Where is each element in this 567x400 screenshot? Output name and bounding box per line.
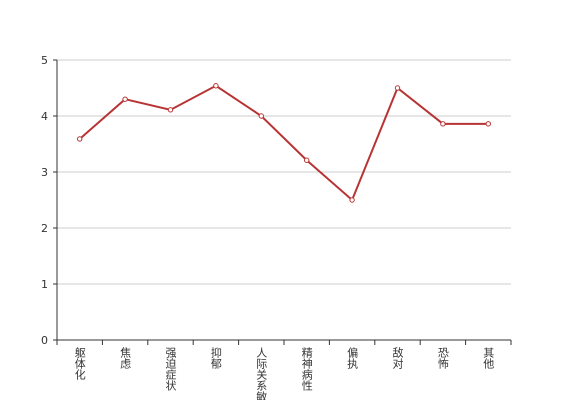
- point: [213, 83, 219, 89]
- y-tick-label: 0: [41, 334, 48, 347]
- x-tick-label: 恐怖: [436, 347, 449, 369]
- point: [122, 96, 128, 102]
- point: [304, 157, 310, 163]
- x-tick-label: 抑郁: [209, 346, 222, 369]
- x-tick-label: 精神病性: [300, 347, 313, 392]
- x-tick-label: 人际关系敏感: [255, 347, 268, 400]
- y-tick-label: 4: [41, 110, 48, 123]
- y-tick-label: 3: [41, 166, 48, 179]
- point: [485, 121, 491, 127]
- point: [258, 113, 264, 119]
- y-tick-label: 1: [41, 278, 48, 291]
- x-tick-label: 敌对: [391, 346, 404, 369]
- line: [79, 84, 489, 202]
- point: [77, 136, 83, 142]
- x-tick-label: 焦虑: [119, 347, 132, 369]
- x-tick-label: 其他: [482, 347, 495, 369]
- point: [349, 197, 355, 203]
- x-tick-label: 强迫症状: [164, 347, 177, 391]
- y-tick-label: 5: [41, 54, 48, 67]
- point: [394, 85, 401, 91]
- point: [440, 121, 446, 127]
- y-tick-label: 2: [41, 222, 48, 235]
- x-tick-label: 躯体化: [73, 347, 86, 381]
- x-tick-label: 偏执: [346, 346, 359, 370]
- point: [167, 107, 174, 113]
